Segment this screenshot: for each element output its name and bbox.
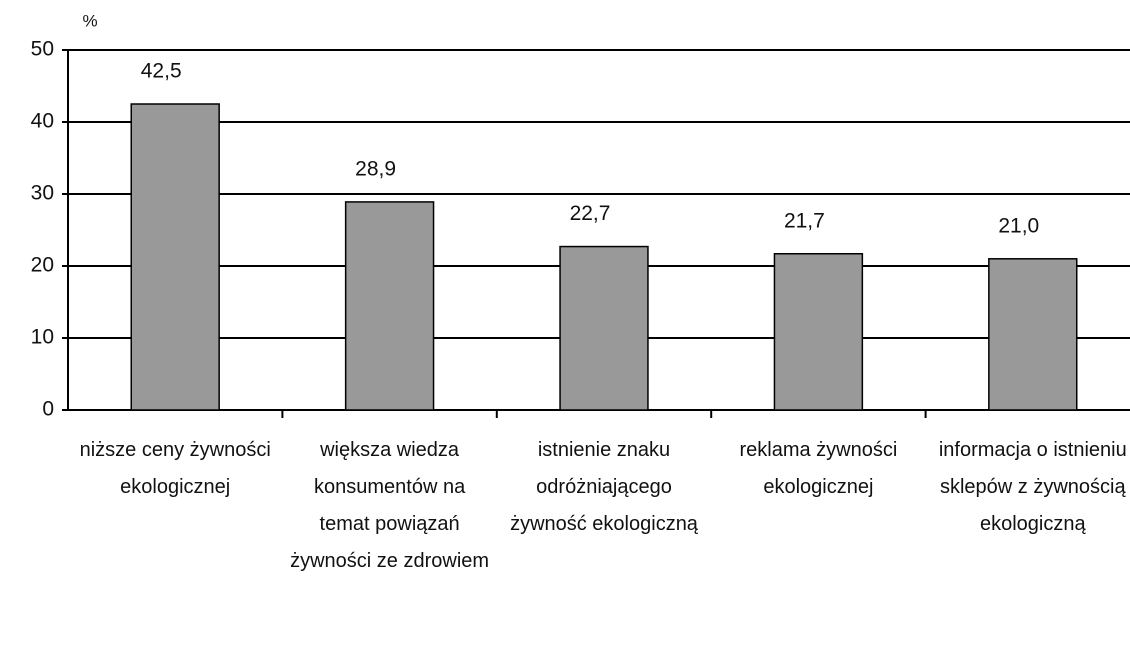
x-tick-label: większa wiedza konsumentów na temat powi… (290, 439, 490, 572)
bar (130, 103, 220, 411)
y-tick-label: 40 (31, 110, 54, 133)
x-tick-label: informacja o istnieniu sklepów z żywnośc… (938, 439, 1127, 535)
y-tick-label: 30 (31, 182, 54, 205)
y-tick-label: 10 (31, 326, 54, 349)
bar (559, 245, 649, 411)
data-label: 21,7 (784, 209, 825, 232)
x-tick-label: niższe ceny żywności ekologicznej (79, 439, 271, 498)
data-label: 28,9 (355, 157, 396, 180)
x-tick-label: reklama żywności ekologicznej (739, 439, 898, 498)
y-tick-label: 20 (31, 254, 54, 277)
data-label: 42,5 (141, 60, 182, 83)
bar (773, 253, 864, 411)
x-tick-label: istnienie znaku odróżniającego żywność e… (510, 439, 698, 535)
bar (344, 201, 435, 411)
data-label: 22,7 (570, 202, 611, 225)
y-tick-label: 0 (42, 398, 54, 421)
data-label: 21,0 (998, 214, 1039, 237)
bar (988, 258, 1078, 411)
y-axis-label: % (82, 11, 97, 30)
y-tick-label: 50 (31, 38, 54, 61)
